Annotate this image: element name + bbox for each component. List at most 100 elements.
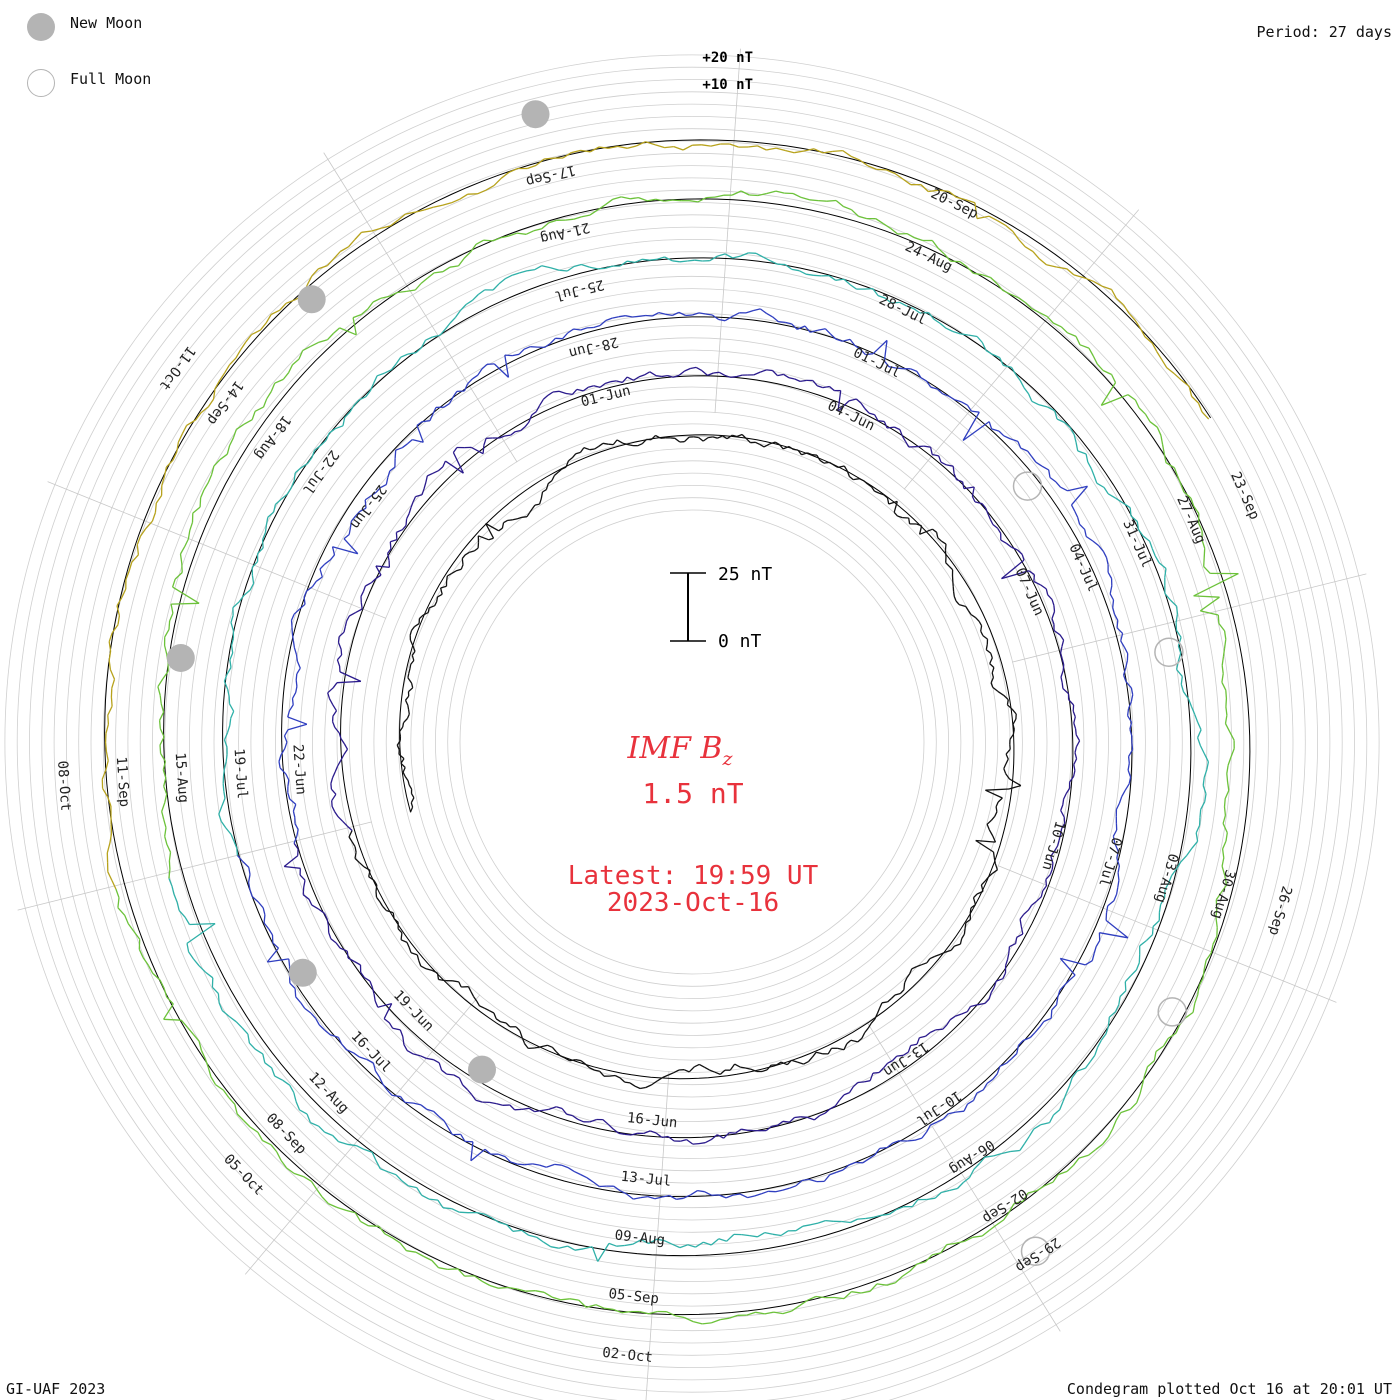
series-segment — [664, 1240, 673, 1245]
series-segment — [223, 761, 227, 770]
series-segment — [1040, 890, 1044, 897]
series-segment — [410, 660, 415, 665]
series-segment — [358, 396, 367, 401]
series-segment — [337, 1037, 343, 1045]
series-segment — [599, 320, 607, 326]
series-segment — [598, 442, 604, 447]
series-segment — [1052, 322, 1062, 328]
series-segment — [645, 1084, 652, 1089]
series-segment — [1062, 664, 1065, 671]
series-segment — [1049, 1114, 1055, 1123]
series-segment — [410, 797, 415, 804]
series-segment — [219, 453, 228, 461]
series-segment — [293, 472, 296, 482]
series-segment — [823, 461, 830, 464]
series-segment — [369, 382, 375, 391]
series-segment — [422, 420, 430, 423]
series-segment — [1224, 790, 1230, 799]
series-segment — [389, 541, 392, 549]
series-segment — [1224, 715, 1228, 724]
series-segment — [1001, 559, 1025, 580]
series-segment — [207, 474, 213, 483]
series-segment — [346, 825, 353, 831]
series-segment — [1175, 614, 1179, 623]
series-segment — [661, 1194, 670, 1198]
grid-spoke — [47, 481, 387, 619]
series-segment — [446, 1073, 454, 1076]
series-segment — [352, 313, 362, 319]
series-segment — [524, 1043, 529, 1049]
series-segment — [850, 155, 861, 161]
series-segment — [330, 777, 334, 784]
series-segment — [793, 448, 799, 451]
series-segment — [1105, 919, 1129, 939]
series-segment — [1006, 1058, 1013, 1064]
series-segment — [706, 196, 716, 199]
series-segment — [839, 1094, 845, 1101]
series-segment — [604, 198, 614, 206]
series-segment — [1020, 926, 1024, 935]
series-segment — [370, 491, 377, 497]
series-segment — [718, 318, 726, 322]
series-segment — [463, 383, 469, 392]
series-segment — [560, 1298, 570, 1301]
series-segment — [192, 1033, 200, 1042]
series-segment — [262, 398, 268, 408]
series-segment — [1074, 746, 1078, 753]
series-segment — [997, 527, 1002, 534]
series-segment — [1127, 769, 1132, 778]
series-segment — [1059, 646, 1063, 654]
series-segment — [235, 349, 242, 359]
reference-spiral-layer — [104, 139, 1251, 1316]
series-segment — [577, 1118, 584, 1123]
series-segment — [1129, 507, 1132, 517]
series-segment — [763, 256, 771, 262]
series-segment — [414, 209, 425, 213]
series-segment — [303, 597, 306, 605]
series-segment — [582, 386, 589, 392]
series-segment — [573, 263, 582, 268]
series-segment — [972, 897, 977, 905]
date-label: 30-Aug — [1209, 868, 1238, 921]
series-segment — [991, 428, 1000, 432]
series-segment — [399, 1029, 404, 1037]
series-segment — [991, 672, 995, 678]
series-segment — [993, 980, 997, 988]
series-segment — [1221, 682, 1227, 691]
series-segment — [483, 239, 493, 242]
series-segment — [992, 869, 998, 874]
series-segment — [492, 283, 500, 291]
quantity-title: IMF Bz — [627, 731, 734, 770]
series-segment — [328, 428, 336, 434]
series-segment — [925, 1031, 931, 1037]
series-segment — [1199, 596, 1220, 612]
series-segment — [1052, 1174, 1059, 1183]
series-segment — [162, 761, 167, 770]
series-segment — [565, 392, 573, 396]
series-segment — [171, 602, 200, 605]
series-segment — [775, 190, 785, 194]
series-segment — [834, 1296, 845, 1300]
series-segment — [394, 450, 397, 459]
date-label: 19-Jul — [230, 748, 249, 800]
series-segment — [580, 1060, 586, 1065]
series-segment — [864, 408, 870, 414]
series-segment — [544, 157, 554, 160]
series-segment — [701, 144, 711, 147]
grid-ring — [213, 263, 1171, 1221]
series-segment — [307, 457, 313, 464]
series-segment — [643, 1130, 651, 1135]
series-segment — [896, 1054, 904, 1057]
series-segment — [1098, 545, 1104, 552]
series-segment — [290, 613, 295, 621]
series-segment — [262, 907, 266, 916]
series-segment — [419, 1055, 427, 1059]
series-segment — [407, 352, 417, 355]
series-segment — [174, 572, 183, 580]
series-segment — [449, 316, 457, 324]
series-segment — [542, 489, 547, 493]
series-segment — [926, 380, 932, 388]
series-segment — [1060, 676, 1063, 683]
series-segment — [1139, 327, 1146, 338]
series-segment — [474, 1275, 483, 1282]
